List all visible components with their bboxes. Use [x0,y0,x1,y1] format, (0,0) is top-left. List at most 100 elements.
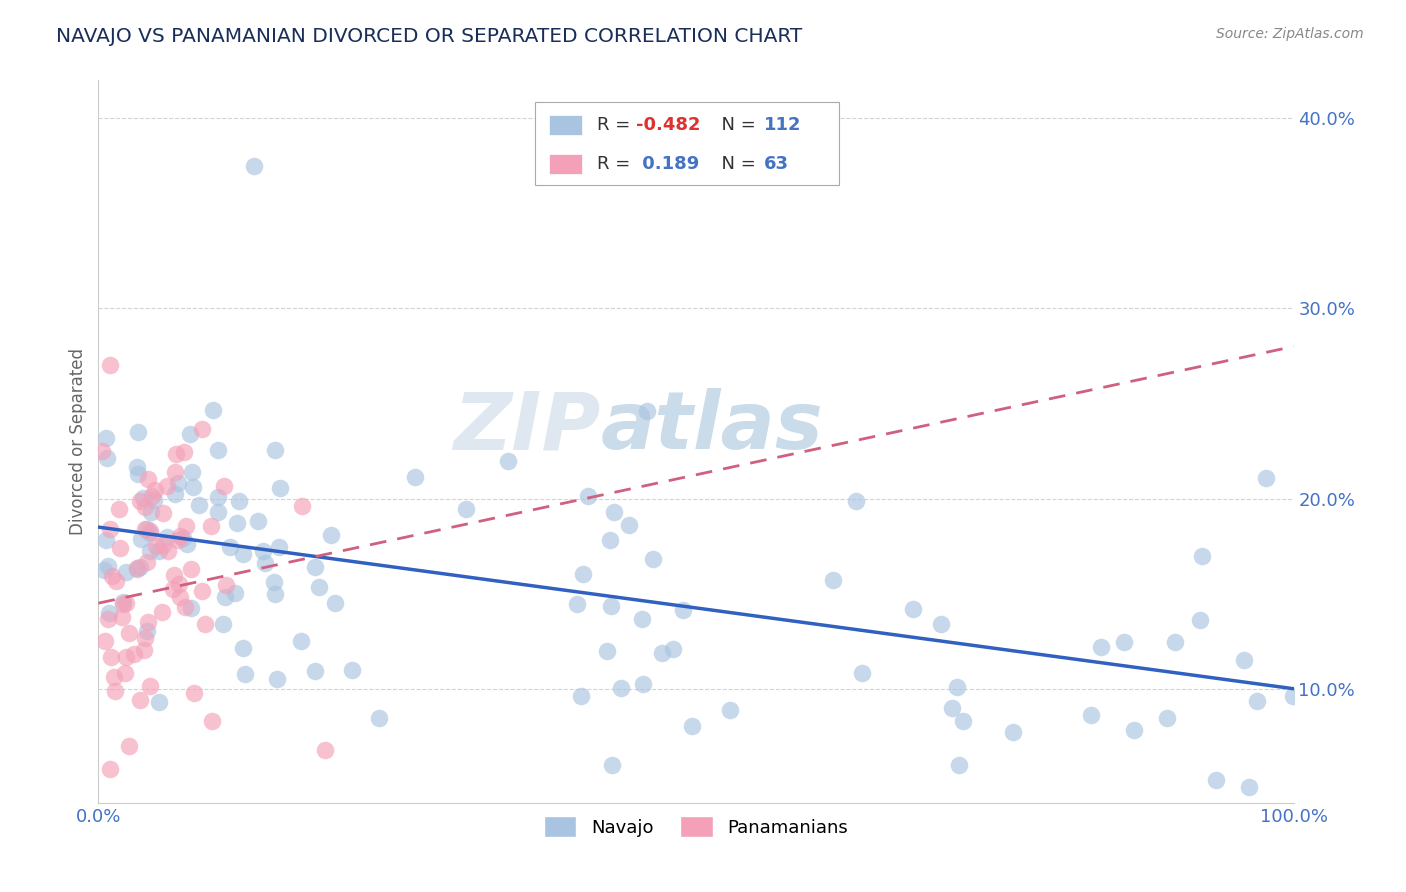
Point [631,677,654,691]
Point [1090,640,1112,654]
Point [180,562,202,576]
Point [96,450,118,465]
Point [1112,635,1135,649]
Point [201,714,224,728]
Point [948,757,970,772]
Text: atlas: atlas [600,388,823,467]
Point [599,599,621,614]
Point [134,643,156,657]
Point [617,517,640,532]
Point [108,541,131,555]
Point [254,556,277,570]
Point [228,493,250,508]
Point [219,540,242,554]
Point [572,567,595,582]
Point [180,601,202,615]
Text: ZIP: ZIP [453,388,600,467]
Point [1254,471,1277,485]
Point [207,505,229,519]
FancyBboxPatch shape [548,154,582,175]
Point [163,568,186,582]
Point [212,616,235,631]
Point [252,543,274,558]
Point [1123,723,1146,737]
Point [96,431,118,445]
Point [97,558,120,573]
Point [404,470,426,484]
Point [172,531,194,545]
Point [167,533,190,547]
Point [823,574,845,588]
Point [845,493,868,508]
Point [315,742,337,756]
Point [125,561,148,575]
Point [576,489,599,503]
Point [191,584,214,599]
Point [134,500,156,514]
Point [127,467,149,481]
Point [128,493,150,508]
Point [602,757,624,772]
Point [1156,711,1178,725]
Point [207,490,229,504]
Point [127,460,149,475]
Point [304,664,326,678]
Point [851,665,873,680]
Point [98,607,121,621]
Point [232,640,254,655]
Point [122,648,145,662]
Point [264,586,287,600]
Point [134,631,156,645]
Point [498,454,520,468]
Point [191,422,214,436]
Point [100,569,122,583]
Point [150,605,173,619]
Point [98,762,122,776]
Point [610,681,633,695]
Point [114,665,136,680]
Point [681,719,703,733]
Point [224,586,246,600]
Point [720,703,742,717]
Point [207,443,229,458]
Point [215,578,238,592]
Point [148,695,170,709]
Point [139,525,162,540]
Point [368,711,391,725]
Point [340,663,363,677]
Point [96,533,118,548]
Text: 63: 63 [763,155,789,173]
Point [264,443,287,458]
Point [136,472,159,486]
Point [167,577,190,591]
Point [93,563,115,577]
Point [169,529,191,543]
Point [107,502,129,516]
Point [165,487,187,501]
Point [266,672,288,686]
Point [1191,549,1213,564]
Point [148,544,170,558]
Point [136,615,159,629]
Point [804,169,827,183]
Point [129,533,152,547]
Point [263,574,285,589]
Text: R =: R = [596,116,636,134]
Point [567,598,589,612]
Point [128,693,150,707]
Point [115,565,138,579]
Point [152,537,174,551]
Point [603,505,626,519]
Text: R =: R = [596,155,636,173]
Point [214,590,236,604]
Point [139,524,162,538]
Point [672,603,695,617]
Point [128,559,150,574]
Text: N =: N = [710,155,762,173]
Point [903,602,925,616]
FancyBboxPatch shape [548,115,582,136]
Point [1237,780,1260,794]
Point [134,522,156,536]
Text: 0.189: 0.189 [637,155,699,173]
Point [212,479,235,493]
